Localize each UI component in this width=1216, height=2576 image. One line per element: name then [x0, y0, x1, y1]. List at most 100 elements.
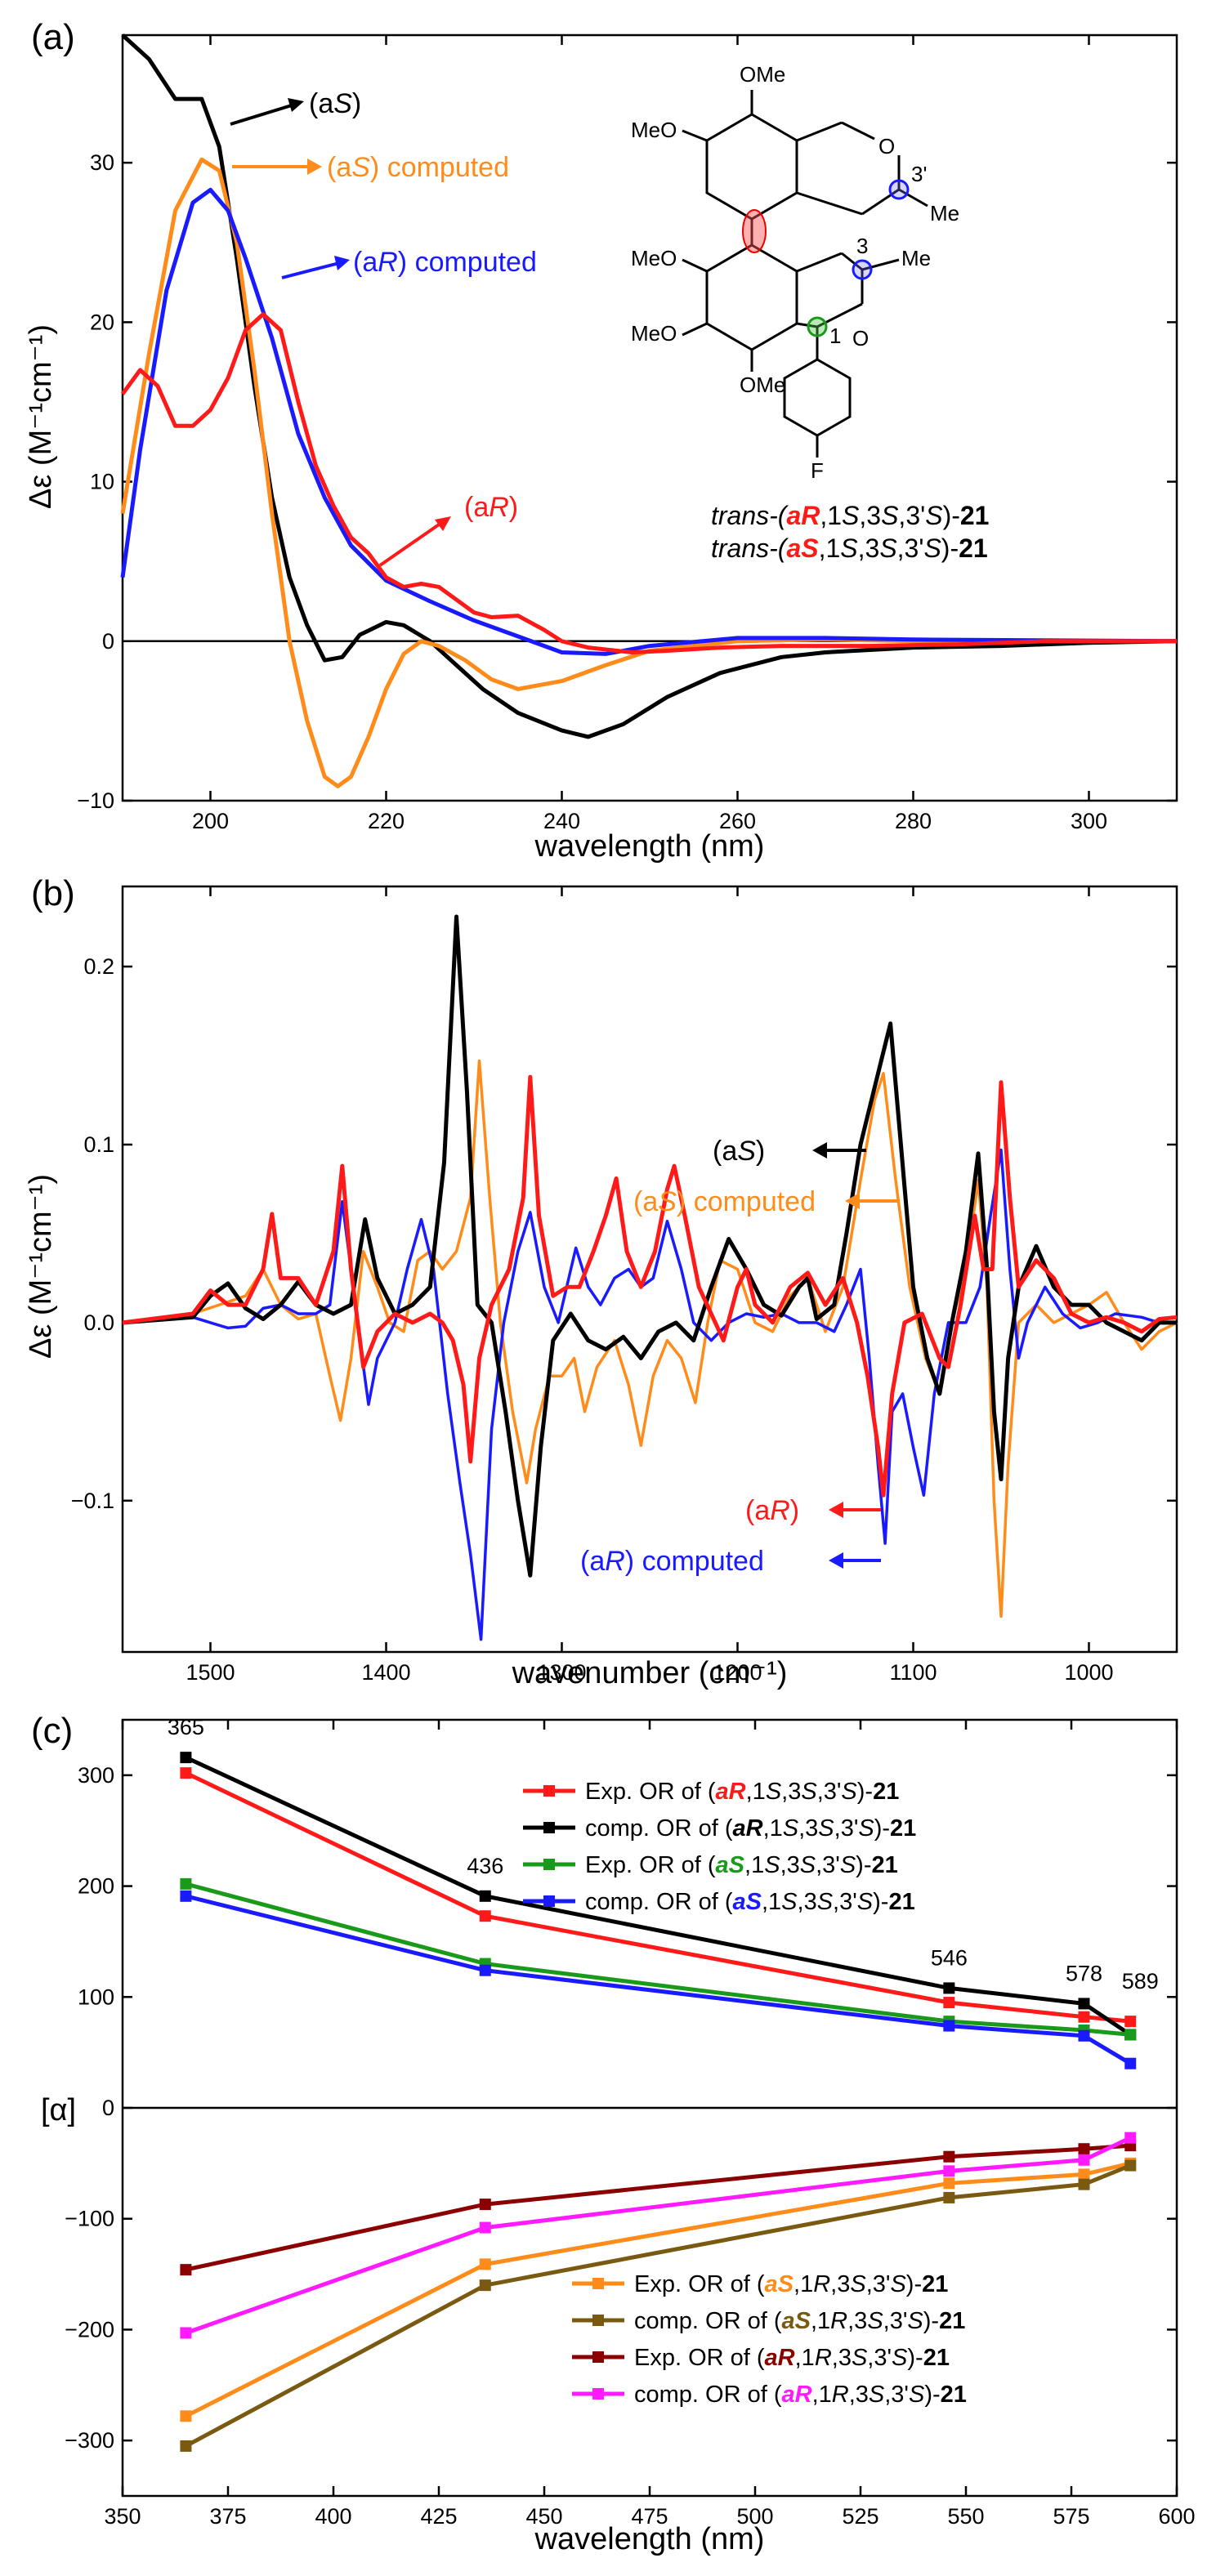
y-tick-label: −200	[65, 2317, 114, 2342]
panel-c-point-labels: 365 436 546 578 589	[168, 1715, 1159, 1993]
mol-label: MeO	[631, 246, 677, 270]
point-label: 589	[1122, 1969, 1159, 1993]
mol-label: Me	[930, 201, 959, 225]
x-tick-label: 1400	[361, 1660, 410, 1685]
data-point	[180, 2440, 192, 2452]
compound-label-aR: trans-(aR,1S,3S,3'S)-21	[711, 501, 989, 530]
y-tick-label: 20	[90, 310, 114, 334]
svg-text:(aS): (aS)	[309, 88, 361, 119]
data-point	[479, 1910, 491, 1922]
data-point	[943, 2165, 955, 2177]
legend-label: comp. OR of (aR,1R,3S,3'S)-21	[634, 2382, 967, 2408]
point-label: 546	[931, 1945, 968, 1970]
mol-label: O	[878, 134, 895, 158]
x-tick-label: 450	[525, 2504, 562, 2529]
panel-b-xlabel: wavenumber (cm⁻¹)	[512, 1656, 788, 1690]
annotation-b-aR-computed: (aR) computed	[580, 1546, 881, 1577]
data-point	[943, 2177, 955, 2190]
svg-text:(aS) computed: (aS) computed	[633, 1186, 816, 1217]
panel-c-xlabel: wavelength (nm)	[534, 2522, 765, 2556]
point-label: 365	[168, 1715, 204, 1739]
legend-marker	[592, 2388, 604, 2400]
legend-marker	[592, 2351, 604, 2363]
data-point	[479, 1890, 491, 1902]
data-point	[180, 2264, 192, 2276]
mol-label: 3'	[911, 162, 927, 186]
annotation-aS: (aS)	[230, 88, 361, 126]
y-tick-label: 0	[102, 629, 114, 654]
series-line	[120, 187, 1178, 656]
point-label: 578	[1066, 1961, 1102, 1985]
y-tick-label: 100	[78, 1984, 114, 2009]
panel-c-ylabel: [α]	[41, 2093, 76, 2127]
legend-marker	[543, 1859, 555, 1870]
x-tick-label: 220	[368, 809, 405, 833]
legend-label: Exp. OR of (aR,1R,3S,3'S)-21	[634, 2345, 950, 2371]
data-point	[479, 1964, 491, 1976]
data-point	[1124, 2057, 1137, 2069]
panel-c-legend: Exp. OR of (aR,1S,3S,3'S)-21 comp. OR of …	[523, 1779, 967, 2408]
panel-c: (c) 350 375 400 425 450 475 500 525 550 575 600 −30…	[31, 1711, 1196, 2556]
data-point	[180, 1890, 192, 1902]
y-tick-label: −300	[65, 2428, 114, 2453]
mol-label: Me	[901, 246, 931, 270]
y-tick-label: −10	[77, 788, 114, 813]
x-tick-label: 1200	[713, 1660, 762, 1685]
legend-label: comp. OR of (aS,1R,3S,3'S)-21	[634, 2308, 965, 2334]
x-tick-label: 500	[736, 2504, 773, 2529]
data-point	[1078, 2168, 1090, 2181]
data-point	[1124, 2159, 1137, 2172]
mol-label: 3	[856, 234, 868, 258]
mol-label: OMe	[740, 373, 785, 397]
annotation-b-aS-computed: (aS) computed	[633, 1186, 899, 1217]
data-point	[1124, 2132, 1137, 2144]
data-point	[180, 1877, 192, 1890]
annotation-b-aS: (aS)	[713, 1136, 866, 1167]
legend-marker	[592, 2315, 604, 2326]
data-point	[943, 2020, 955, 2032]
legend-label: Exp. OR of (aS,1R,3S,3'S)-21	[634, 2271, 948, 2297]
data-point	[180, 2327, 192, 2339]
x-tick-label: 600	[1158, 2504, 1195, 2529]
stereocenter-3	[852, 259, 873, 280]
y-tick-label: 0.1	[83, 1132, 114, 1157]
panel-a-label: (a)	[31, 17, 75, 57]
panel-b: (b) 1500 1400 1300 1200 1100 1000 −0.1 0.0 0.1 0.…	[24, 873, 1178, 1690]
series-line	[121, 33, 1178, 739]
legend-marker	[592, 2278, 604, 2289]
svg-text:(aS) computed: (aS) computed	[327, 152, 509, 183]
data-point	[180, 2410, 192, 2422]
x-tick-label: 425	[420, 2504, 457, 2529]
panel-a-xlabel: wavelength (nm)	[534, 829, 765, 864]
panel-c-label: (c)	[31, 1711, 73, 1751]
x-tick-label: 575	[1053, 2504, 1089, 2529]
x-tick-label: 1000	[1064, 1660, 1113, 1685]
panel-a-ylabel: Δε (M⁻¹cm⁻¹)	[24, 324, 58, 509]
y-tick-label: 300	[78, 1763, 114, 1788]
panel-b-series	[122, 914, 1178, 1641]
series-line	[120, 157, 1177, 788]
panel-c-series	[123, 1752, 1177, 2452]
svg-text:(aR): (aR)	[464, 492, 518, 523]
data-point	[479, 2221, 491, 2234]
x-tick-label: 475	[631, 2504, 668, 2529]
panel-b-ylabel: Δε (M⁻¹cm⁻¹)	[24, 1174, 58, 1359]
data-point	[479, 2258, 491, 2270]
data-point	[943, 1982, 955, 1994]
panel-b-frame	[121, 885, 1178, 1654]
legend-label: comp. OR of (aR,1S,3S,3'S)-21	[585, 1815, 916, 1842]
annotation-aS-computed: (aS) computed	[232, 152, 509, 183]
x-tick-label: 1100	[889, 1660, 937, 1685]
mol-label: MeO	[631, 118, 677, 142]
panel-c-ticks: 350 375 400 425 450 475 500 525 550 575 600 −300 −20…	[65, 1720, 1196, 2529]
x-tick-label: 400	[315, 2504, 351, 2529]
annotation-b-aR: (aR)	[745, 1495, 881, 1526]
y-tick-label: 0	[102, 2096, 114, 2120]
x-tick-label: 550	[947, 2504, 984, 2529]
data-point	[1078, 2154, 1090, 2166]
point-label: 436	[467, 1854, 503, 1878]
legend-label: Exp. OR of (aR,1S,3S,3'S)-21	[585, 1779, 899, 1805]
x-tick-label: 260	[719, 809, 756, 833]
compound-label-aS: trans-(aS,1S,3S,3'S)-21	[711, 534, 988, 563]
